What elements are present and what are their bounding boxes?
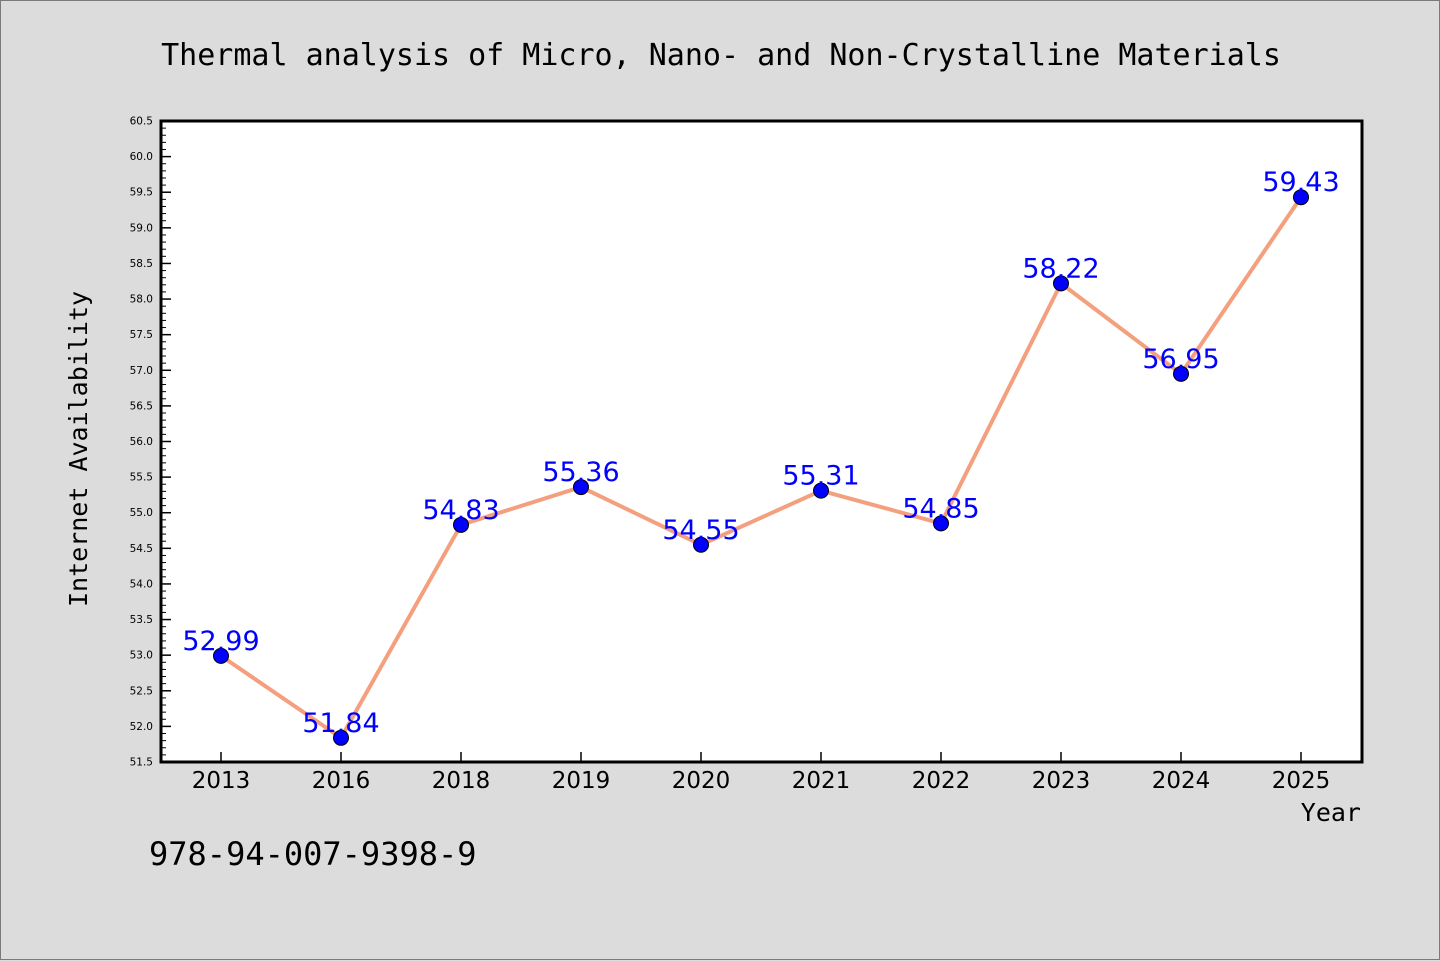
x-axis-ticks: 2013 2016 2018 2019 2020 2021 2022 2023 2024 2025	[192, 752, 1331, 794]
x-tick-label: 2021	[792, 768, 851, 794]
y-tick-label: 52.0	[130, 721, 153, 733]
y-tick-label: 60.5	[130, 116, 153, 128]
x-axis-label: Year	[1301, 798, 1361, 827]
y-tick-label: 56.5	[130, 400, 153, 412]
y-tick-label: 60.0	[130, 151, 153, 163]
x-tick-label: 2016	[312, 768, 371, 794]
y-tick-label: 55.5	[130, 472, 153, 484]
data-point	[453, 516, 469, 533]
series-layer: 52.99 51.84 54.83 55.36 54.55 55.31 54.85 58.22…	[182, 167, 1340, 746]
data-point	[1293, 189, 1309, 206]
chart-title: Thermal analysis of Micro, Nano- and Non…	[161, 38, 1281, 73]
y-tick-label: 59.0	[130, 222, 153, 234]
y-tick-label: 58.5	[130, 258, 153, 270]
data-label: 55.31	[782, 461, 859, 492]
data-label: 58.22	[1022, 253, 1099, 284]
y-tick-label: 54.5	[130, 543, 153, 555]
x-tick-label: 2022	[912, 768, 971, 794]
y-tick-label: 57.0	[130, 365, 153, 377]
x-tick-label: 2018	[432, 768, 491, 794]
data-label: 59.43	[1262, 167, 1339, 198]
footer-code: 978-94-007-9398-9	[149, 835, 477, 873]
x-tick-label: 2023	[1032, 768, 1091, 794]
data-point	[333, 729, 349, 746]
x-tick-label: 2019	[552, 768, 611, 794]
data-point	[573, 479, 589, 496]
x-tick-label: 2024	[1152, 768, 1211, 794]
data-label: 54.85	[902, 493, 979, 524]
y-tick-label: 52.5	[130, 685, 153, 697]
data-point	[933, 515, 949, 532]
series-line	[219, 195, 1303, 740]
data-point	[693, 536, 709, 553]
data-label: 55.36	[542, 457, 619, 488]
y-tick-label: 51.5	[130, 757, 153, 769]
data-point	[1173, 365, 1189, 382]
y-tick-label: 55.0	[130, 507, 153, 519]
data-point	[813, 482, 829, 499]
y-tick-label: 58.0	[130, 294, 153, 306]
y-tick-label: 53.0	[130, 650, 153, 662]
x-tick-label: 2020	[672, 768, 731, 794]
plot-frame	[159, 119, 1364, 764]
y-axis-label: Internet Availability	[64, 291, 93, 607]
data-label: 54.55	[662, 515, 739, 546]
x-tick-label: 2025	[1272, 768, 1331, 794]
y-tick-label: 54.0	[130, 578, 153, 590]
y-tick-label: 53.5	[130, 614, 153, 626]
y-tick-label: 56.0	[130, 436, 153, 448]
data-label: 56.95	[1142, 344, 1219, 375]
data-label: 54.83	[422, 495, 499, 526]
y-tick-label: 57.5	[130, 329, 153, 341]
data-label: 51.84	[302, 708, 379, 739]
data-point	[1053, 275, 1069, 292]
x-tick-label: 2013	[192, 768, 251, 794]
data-point	[213, 647, 229, 664]
data-label: 52.99	[182, 626, 259, 657]
y-tick-label: 59.5	[130, 187, 153, 199]
plot-area	[161, 121, 1362, 762]
